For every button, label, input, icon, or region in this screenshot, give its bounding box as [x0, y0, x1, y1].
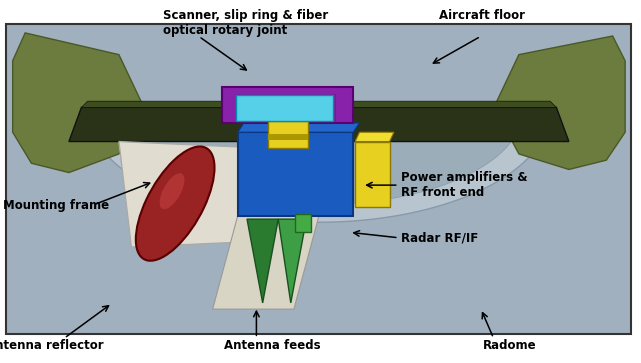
Polygon shape [213, 216, 319, 309]
Polygon shape [13, 33, 144, 172]
Text: Radome: Radome [483, 339, 537, 352]
Bar [237, 94, 337, 122]
Polygon shape [278, 219, 306, 303]
Text: Aircraft floor: Aircraft floor [439, 9, 525, 22]
Polygon shape [69, 107, 569, 142]
Polygon shape [115, 110, 522, 204]
Bar [238, 132, 353, 216]
Ellipse shape [136, 147, 215, 261]
Polygon shape [81, 101, 556, 107]
Bar [6, 24, 631, 334]
Text: Scanner, slip ring & fiber
optical rotary joint: Scanner, slip ring & fiber optical rotar… [163, 9, 329, 37]
Bar [268, 121, 308, 148]
Polygon shape [119, 142, 269, 247]
Polygon shape [355, 132, 394, 142]
Text: Antenna reflector: Antenna reflector [0, 339, 104, 352]
Bar [6, 24, 631, 334]
Bar [237, 95, 333, 121]
Text: Mounting frame: Mounting frame [3, 199, 110, 212]
Bar [295, 215, 311, 232]
Bar [355, 142, 390, 207]
Bar [268, 134, 308, 140]
Polygon shape [238, 123, 360, 132]
Polygon shape [247, 219, 278, 303]
Ellipse shape [160, 173, 185, 209]
Text: Antenna feeds: Antenna feeds [224, 339, 320, 352]
Text: Power amplifiers &
RF front end: Power amplifiers & RF front end [401, 171, 527, 199]
Text: Radar RF/IF: Radar RF/IF [401, 231, 478, 244]
Polygon shape [88, 110, 550, 222]
Polygon shape [494, 36, 625, 170]
Bar [222, 87, 353, 123]
